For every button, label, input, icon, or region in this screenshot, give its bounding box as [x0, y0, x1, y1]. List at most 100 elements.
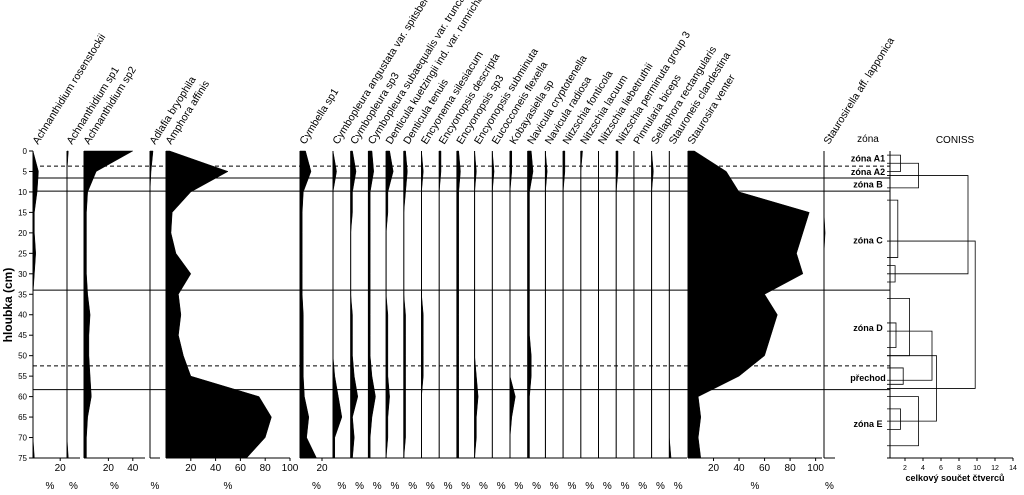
x-unit: %: [69, 481, 78, 492]
x-tick-label: 40: [210, 463, 222, 474]
area: [509, 150, 516, 458]
x-unit: %: [110, 481, 119, 492]
x-tick-label: 80: [260, 463, 272, 474]
y-tick-label: 35: [18, 290, 27, 299]
x-unit: %: [585, 481, 594, 492]
x-tick-label: 80: [785, 463, 797, 474]
x-unit: %: [656, 481, 665, 492]
zone-label: zóna D: [853, 323, 883, 333]
y-tick-label: 75: [18, 454, 27, 463]
y-tick-label: 10: [18, 188, 27, 197]
coniss-tick-label: 12: [991, 465, 999, 472]
coniss-tick-label: 10: [973, 465, 981, 472]
area: [687, 150, 810, 459]
x-unit: %: [151, 481, 160, 492]
x-unit: %: [461, 481, 470, 492]
dendrogram-link: [887, 240, 976, 389]
area: [545, 150, 548, 458]
coniss-tick-label: 8: [957, 465, 961, 472]
dendrogram-link: [887, 265, 896, 283]
area: [385, 150, 394, 459]
x-unit: %: [426, 481, 435, 492]
x-unit: %: [638, 481, 647, 492]
x-tick-label: 20: [708, 463, 720, 474]
x-unit: %: [621, 481, 630, 492]
area: [669, 151, 672, 459]
taxon-label: Staurosirella aff. lapponica: [821, 35, 897, 146]
coniss-title: CONISS: [936, 135, 975, 146]
dendrogram-link: [887, 322, 897, 348]
y-tick-label: 40: [18, 311, 27, 320]
y-tick-label: 65: [18, 413, 27, 422]
area: [651, 150, 654, 458]
area: [332, 150, 343, 459]
y-axis-label: hloubka (cm): [1, 268, 15, 343]
x-unit: %: [224, 481, 233, 492]
y-tick-label: 30: [18, 270, 27, 279]
x-unit: %: [46, 481, 55, 492]
area: [32, 150, 39, 459]
x-unit: %: [479, 481, 488, 492]
dendrogram-link: [887, 199, 899, 258]
coniss-tick-label: 4: [921, 465, 925, 472]
area: [615, 150, 619, 458]
x-unit: %: [567, 481, 576, 492]
x-tick-label: 60: [759, 463, 771, 474]
area: [438, 150, 442, 458]
area: [527, 150, 534, 459]
coniss-x-label: celkový součet čtverců: [905, 473, 1004, 483]
area: [456, 150, 461, 459]
coniss-tick-label: 2: [903, 465, 907, 472]
x-tick-label: 40: [127, 463, 139, 474]
area: [474, 150, 479, 459]
x-tick-label: 20: [316, 463, 328, 474]
x-unit: %: [603, 481, 612, 492]
area: [299, 150, 317, 459]
x-unit: %: [497, 481, 506, 492]
dendrogram-link: [887, 408, 901, 430]
area: [421, 150, 424, 458]
area: [368, 150, 376, 459]
zone-label: zóna A2: [851, 167, 885, 177]
x-unit: %: [373, 481, 382, 492]
area: [562, 150, 566, 458]
area: [149, 150, 154, 458]
y-tick-label: 50: [18, 352, 27, 361]
y-tick-label: 5: [23, 167, 28, 176]
dendrogram-link: [887, 175, 969, 275]
x-unit: %: [674, 481, 683, 492]
x-tick-label: 40: [733, 463, 745, 474]
area: [403, 150, 408, 459]
x-unit: %: [532, 481, 541, 492]
coniss-tick-label: 6: [939, 465, 943, 472]
x-unit: %: [550, 481, 559, 492]
x-tick-label: 20: [185, 463, 197, 474]
coniss-tick-label: 14: [1009, 465, 1017, 472]
x-unit: %: [514, 481, 523, 492]
y-tick-label: 0: [23, 147, 28, 156]
area: [580, 150, 583, 458]
x-unit: %: [337, 481, 346, 492]
x-tick-label: 100: [807, 463, 824, 474]
area: [492, 150, 495, 458]
y-tick-label: 70: [18, 434, 27, 443]
area: [823, 151, 826, 458]
x-unit: %: [444, 481, 453, 492]
zone-label: přechod: [850, 373, 886, 383]
x-unit: %: [355, 481, 364, 492]
x-unit: %: [390, 481, 399, 492]
y-tick-label: 20: [18, 229, 27, 238]
zone-header: zóna: [857, 134, 879, 145]
area: [83, 150, 134, 459]
x-unit: %: [751, 481, 760, 492]
x-tick-label: 20: [103, 463, 115, 474]
x-tick-label: 20: [55, 463, 67, 474]
zone-label: zóna C: [853, 236, 883, 246]
x-unit: %: [408, 481, 417, 492]
y-tick-label: 55: [18, 372, 27, 381]
y-tick-label: 60: [18, 393, 27, 402]
area: [165, 150, 272, 459]
y-tick-label: 15: [18, 208, 27, 217]
x-tick-label: 60: [235, 463, 247, 474]
